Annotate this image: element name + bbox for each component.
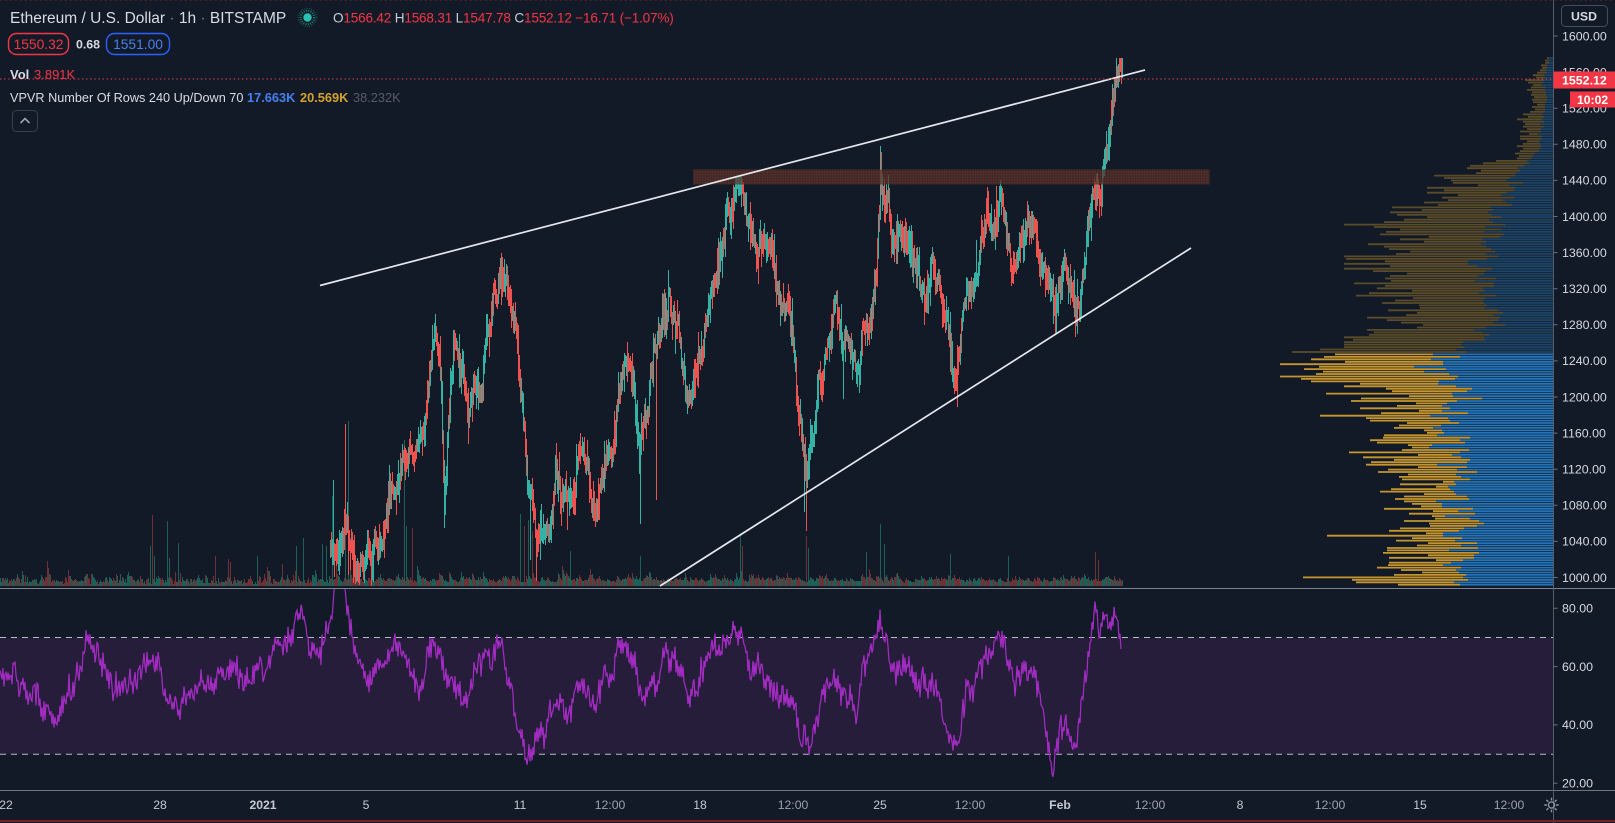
svg-text:5: 5 xyxy=(363,798,370,812)
svg-text:12:00: 12:00 xyxy=(1135,798,1166,812)
svg-text:12:00: 12:00 xyxy=(1494,798,1525,812)
svg-text:18: 18 xyxy=(693,798,707,812)
svg-text:1280.00: 1280.00 xyxy=(1562,318,1607,332)
svg-text:0.68: 0.68 xyxy=(76,38,100,52)
svg-text:1080.00: 1080.00 xyxy=(1562,499,1607,513)
svg-text:22: 22 xyxy=(0,798,13,812)
svg-text:12:00: 12:00 xyxy=(778,798,809,812)
svg-text:1600.00: 1600.00 xyxy=(1562,29,1607,43)
svg-text:1040.00: 1040.00 xyxy=(1562,535,1607,549)
svg-text:1240.00: 1240.00 xyxy=(1562,354,1607,368)
svg-text:8: 8 xyxy=(1237,798,1244,812)
svg-text:1160.00: 1160.00 xyxy=(1562,426,1606,440)
svg-text:Vol: Vol xyxy=(10,67,29,82)
svg-text:12:00: 12:00 xyxy=(955,798,986,812)
svg-text:3.891K: 3.891K xyxy=(34,67,76,82)
svg-text:20.569K: 20.569K xyxy=(300,90,349,105)
svg-text:VPVR Number Of Rows 240 Up/Dow: VPVR Number Of Rows 240 Up/Down 70 xyxy=(10,91,243,105)
svg-text:10:02: 10:02 xyxy=(1577,93,1608,107)
svg-text:1552.12: 1552.12 xyxy=(1562,73,1607,87)
svg-text:1551.00: 1551.00 xyxy=(113,37,163,52)
svg-text:12:00: 12:00 xyxy=(595,798,626,812)
svg-text:1480.00: 1480.00 xyxy=(1562,138,1607,152)
svg-text:12:00: 12:00 xyxy=(1315,798,1346,812)
svg-text:Ethereum / U.S. Dollar · 1h ·: Ethereum / U.S. Dollar · 1h · BITSTAMP xyxy=(10,10,286,27)
svg-text:38.232K: 38.232K xyxy=(353,90,401,105)
svg-text:28: 28 xyxy=(153,798,167,812)
svg-text:1320.00: 1320.00 xyxy=(1562,282,1607,296)
svg-text:O1566.42 H1568.31 L1547.78 C15: O1566.42 H1568.31 L1547.78 C1552.12 −16.… xyxy=(333,11,674,26)
svg-text:1550.32: 1550.32 xyxy=(14,37,64,52)
svg-text:USD: USD xyxy=(1571,10,1597,24)
svg-text:60.00: 60.00 xyxy=(1562,660,1593,674)
svg-text:2021: 2021 xyxy=(249,798,276,812)
svg-text:80.00: 80.00 xyxy=(1562,602,1593,616)
svg-text:1000.00: 1000.00 xyxy=(1562,571,1607,585)
svg-text:1400.00: 1400.00 xyxy=(1562,210,1607,224)
svg-text:20.00: 20.00 xyxy=(1562,777,1593,791)
svg-text:17.663K: 17.663K xyxy=(247,90,296,105)
svg-text:15: 15 xyxy=(1413,798,1427,812)
svg-text:25: 25 xyxy=(873,798,887,812)
svg-text:1200.00: 1200.00 xyxy=(1562,390,1607,404)
svg-text:Feb: Feb xyxy=(1049,798,1071,812)
svg-text:40.00: 40.00 xyxy=(1562,718,1593,732)
svg-text:1120.00: 1120.00 xyxy=(1562,463,1606,477)
svg-text:1360.00: 1360.00 xyxy=(1562,246,1607,260)
svg-text:1440.00: 1440.00 xyxy=(1562,174,1607,188)
svg-text:11: 11 xyxy=(514,798,527,812)
